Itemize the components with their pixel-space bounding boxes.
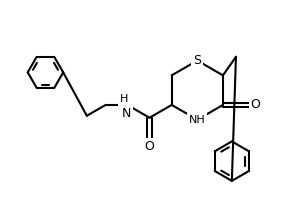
Text: H: H (120, 94, 128, 104)
Text: NH: NH (189, 115, 206, 125)
Text: O: O (145, 140, 154, 153)
Text: S: S (193, 54, 201, 67)
Text: N: N (122, 107, 131, 120)
Text: O: O (250, 98, 260, 111)
